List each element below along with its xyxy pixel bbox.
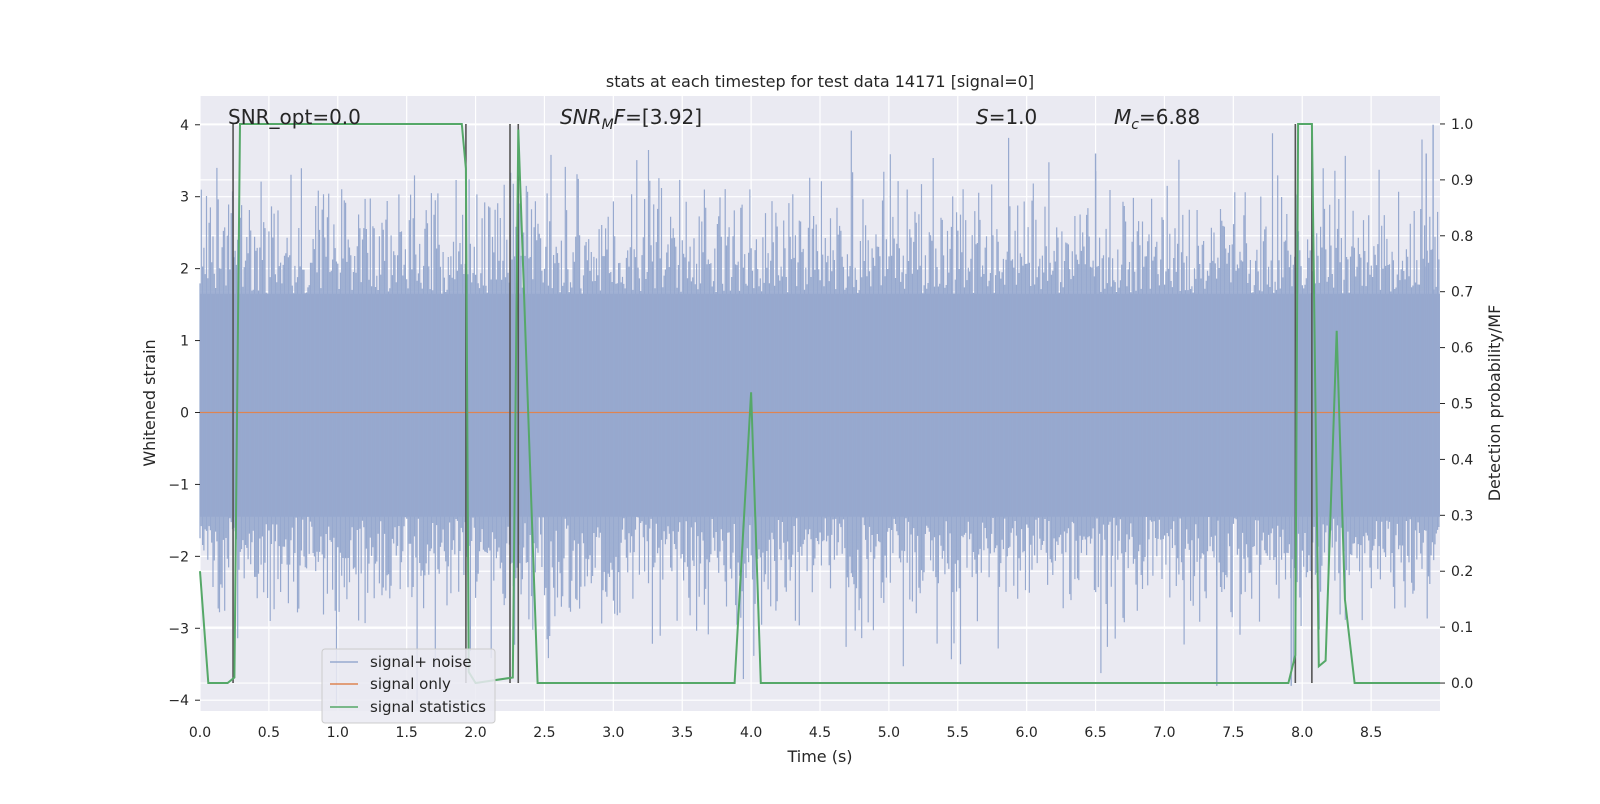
signal-statistics-line — [199, 123, 1440, 685]
snr-mf-value: =[3.92] — [625, 105, 702, 129]
x-tick-labels: 0.0 0.5 1.0 1.5 2.0 2.5 3.0 3.5 4.0 4.5 5.0 5.5 6.0 6… — [189, 725, 1382, 741]
legend-label-signal-noise: signal+ noise — [370, 653, 472, 671]
mc-subscript: c — [1131, 117, 1139, 133]
snr-mf-subscript: M — [602, 117, 614, 133]
x-tick-label: 2.5 — [533, 725, 555, 741]
y-tick-label: −1 — [168, 477, 189, 493]
x-tick-label: 1.0 — [327, 725, 349, 741]
mc-variable: M — [1114, 105, 1131, 129]
y2-axis-label: Detection probability/MF — [1485, 305, 1504, 502]
signal-noise-series — [199, 124, 1440, 704]
y-tick-label: 2 — [180, 262, 189, 278]
annotation-snr-opt: SNR_opt=0.0 — [228, 105, 361, 129]
legend-label-signal-only: signal only — [370, 675, 451, 693]
chart-title: stats at each timestep for test data 141… — [606, 72, 1034, 91]
annotation-snr-mf: SNRMF=[3.92] — [560, 105, 702, 133]
y2-tick-label: 0.7 — [1451, 285, 1473, 301]
x-tick-label: 7.0 — [1153, 725, 1175, 741]
s-variable: S — [976, 105, 989, 129]
x-axis-label: Time (s) — [786, 747, 852, 766]
y-tick-label: −3 — [168, 621, 189, 637]
x-tick-label: 5.0 — [878, 725, 900, 741]
annotation-s: S=1.0 — [976, 105, 1037, 129]
x-tick-label: 1.5 — [396, 725, 418, 741]
x-tick-label: 3.0 — [602, 725, 624, 741]
x-tick-label: 5.5 — [947, 725, 969, 741]
legend-label-signal-statistics: signal statistics — [370, 698, 486, 716]
x-tick-label: 0.5 — [258, 725, 280, 741]
y2-tick-label: 0.5 — [1451, 397, 1473, 413]
y2-tick-label: 0.8 — [1451, 229, 1473, 245]
s-value: =1.0 — [989, 105, 1038, 129]
y-tick-label: 4 — [180, 118, 189, 134]
y2-tick-label: 0.2 — [1451, 564, 1473, 580]
legend-box — [321, 648, 496, 724]
y2-tick-labels: 1.0 0.9 0.8 0.7 0.6 0.5 0.4 0.3 0.2 0.1 0.0 — [1440, 117, 1473, 692]
x-tick-label: 6.0 — [1016, 725, 1038, 741]
snr-mf-tail: F — [614, 105, 626, 129]
y2-tick-label: 0.0 — [1451, 676, 1473, 692]
x-tick-label: 7.5 — [1222, 725, 1244, 741]
x-tick-label: 4.5 — [809, 725, 831, 741]
y2-tick-label: 0.1 — [1451, 620, 1473, 636]
y2-tick-label: 1.0 — [1451, 117, 1473, 133]
x-tick-label: 0.0 — [189, 725, 211, 741]
x-tick-label: 4.0 — [740, 725, 762, 741]
y-tick-labels: 4 3 2 1 0 −1 −2 −3 −4 — [168, 118, 200, 709]
x-tick-label: 8.5 — [1360, 725, 1382, 741]
y2-tick-label: 0.6 — [1451, 341, 1473, 357]
y2-tick-label: 0.3 — [1451, 508, 1473, 524]
y-tick-label: 1 — [180, 334, 189, 350]
x-tick-label: 2.0 — [464, 725, 486, 741]
y-tick-label: 0 — [180, 405, 189, 421]
y-axis-label: Whitened strain — [140, 339, 159, 466]
x-tick-label: 8.0 — [1291, 725, 1313, 741]
y2-tick-label: 0.9 — [1451, 173, 1473, 189]
x-tick-label: 6.5 — [1084, 725, 1106, 741]
snr-mf-main: SNR — [560, 105, 602, 129]
x-tick-label: 3.5 — [671, 725, 693, 741]
y2-tick-label: 0.4 — [1451, 452, 1473, 468]
y-tick-label: −2 — [168, 549, 189, 565]
mc-value: =6.88 — [1139, 105, 1200, 129]
y-tick-label: −4 — [168, 693, 189, 709]
legend: signal+ noise signal only signal statist… — [321, 648, 496, 724]
annotation-mc: Mc=6.88 — [1114, 105, 1200, 133]
y-tick-label: 3 — [180, 190, 189, 206]
